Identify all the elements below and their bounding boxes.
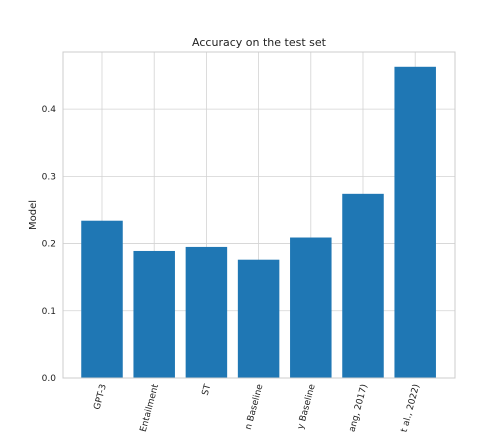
x-tick-label: t al., 2022) [400, 383, 422, 432]
x-tick-label: Entailment [139, 383, 161, 432]
y-tick-label: 0.0 [42, 374, 57, 384]
y-axis-label: Model [28, 200, 39, 230]
x-tick-label: ang, 2017) [348, 383, 370, 432]
x-tick-labels: GPT-3 Entailment ST n Baseline y Baseline ang… [92, 383, 422, 432]
bar [394, 66, 436, 378]
bar [133, 250, 175, 378]
y-tick-label: 0.3 [42, 172, 56, 182]
bars [81, 66, 436, 378]
chart-title: Accuracy on the test set [192, 36, 327, 49]
plot-frame [62, 51, 456, 379]
bar [237, 259, 280, 378]
bar [185, 246, 228, 378]
x-tick-label: GPT-3 [92, 383, 108, 411]
bar [342, 193, 384, 378]
bar [290, 237, 332, 378]
y-tick-labels: 0.0 0.1 0.2 0.3 0.4 [42, 105, 57, 384]
y-tick-label: 0.4 [42, 105, 57, 115]
x-tick-label: n Baseline [244, 383, 266, 431]
x-tick-label: ST [201, 383, 214, 397]
bar [81, 220, 123, 378]
y-tick-label: 0.1 [42, 307, 56, 317]
x-tick-label: y Baseline [296, 383, 318, 431]
y-tick-label: 0.2 [42, 240, 56, 250]
